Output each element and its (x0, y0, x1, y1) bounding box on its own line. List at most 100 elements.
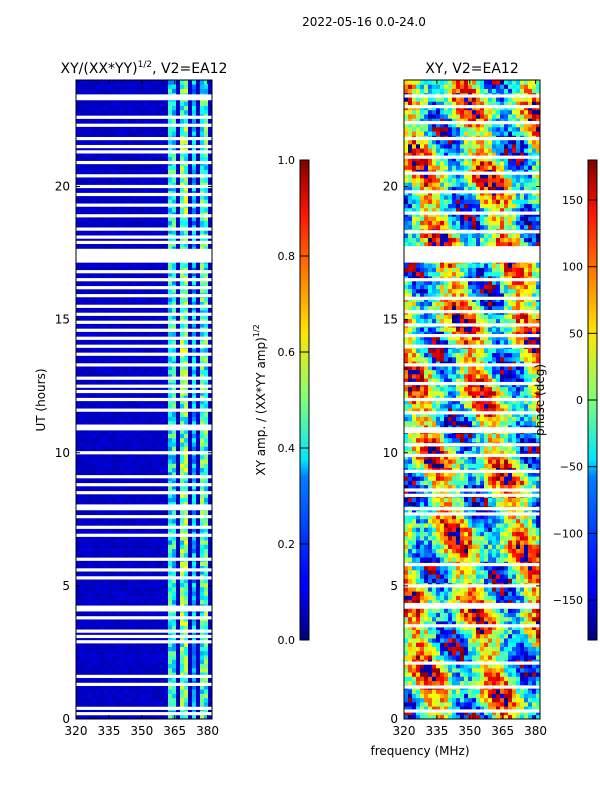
heatmap-cell (144, 544, 149, 549)
heatmap-cell (132, 565, 137, 571)
heatmap-cell (132, 348, 137, 354)
heatmap-cell (168, 297, 173, 302)
heatmap-cell (144, 207, 149, 213)
heatmap-cell (160, 156, 165, 162)
heatmap-cell (156, 216, 161, 221)
heatmap-cell (104, 165, 109, 170)
heatmap-cell (108, 169, 113, 175)
heatmap-cell (208, 667, 213, 673)
heatmap-cell (136, 552, 141, 558)
heatmap-cell (172, 459, 177, 464)
heatmap-cell (120, 280, 125, 285)
heatmap-cell (76, 365, 81, 371)
heatmap-cell (88, 655, 93, 660)
heatmap-cell (84, 263, 89, 268)
heatmap-cell (200, 484, 205, 490)
heatmap-cell (116, 416, 121, 422)
heatmap-cell (120, 224, 125, 230)
heatmap-cell (84, 348, 89, 354)
heatmap-cell (160, 131, 165, 136)
heatmap-cell (108, 246, 113, 251)
heatmap-cell (188, 544, 193, 549)
heatmap-cell (116, 689, 121, 694)
heatmap-cell (128, 476, 133, 481)
heatmap-cell (184, 365, 189, 371)
heatmap-cell (184, 109, 189, 115)
heatmap-cell (104, 207, 109, 213)
heatmap-cell (140, 182, 145, 187)
heatmap-cell (136, 156, 141, 162)
heatmap-cell (112, 152, 117, 158)
heatmap-cell (172, 348, 177, 354)
heatmap-cell (156, 476, 161, 481)
heatmap-cell (136, 105, 141, 111)
heatmap-cell (80, 510, 85, 515)
heatmap-cell (152, 442, 157, 447)
heatmap-cell (116, 471, 121, 477)
heatmap-cell (88, 433, 93, 439)
heatmap-cell (148, 390, 153, 396)
heatmap-cell (160, 297, 165, 302)
heatmap-cell (108, 548, 113, 554)
heatmap-cell (132, 650, 137, 656)
heatmap-cell (104, 220, 109, 226)
heatmap-cell (184, 356, 189, 362)
heatmap-cell (92, 169, 97, 175)
heatmap-cell (200, 169, 205, 175)
heatmap-cell (160, 582, 165, 588)
heatmap-cell (172, 586, 177, 592)
heatmap-cell (128, 663, 133, 669)
heatmap-cell (136, 493, 141, 498)
heatmap-cell (144, 331, 149, 336)
heatmap-cell (132, 126, 137, 132)
heatmap-cell (84, 246, 89, 251)
heatmap-cell (120, 229, 125, 234)
heatmap-cell (200, 480, 205, 486)
heatmap-cell (168, 177, 173, 183)
heatmap-cell (100, 442, 105, 447)
heatmap-cell (208, 301, 213, 307)
heatmap-cell (92, 118, 97, 123)
heatmap-cell (196, 331, 201, 336)
heatmap-cell (176, 578, 181, 584)
heatmap-cell (172, 595, 177, 601)
heatmap-cell (152, 676, 157, 682)
heatmap-cell (112, 523, 117, 528)
heatmap-cell (104, 373, 109, 379)
heatmap-cell (76, 523, 81, 528)
heatmap-cell (96, 527, 101, 532)
heatmap-cell (144, 109, 149, 115)
heatmap-cell (144, 527, 149, 532)
heatmap-cell (184, 672, 189, 677)
heatmap-cell (196, 403, 201, 409)
heatmap-cell (156, 220, 161, 226)
heatmap-cell (160, 216, 165, 221)
heatmap-cell (160, 339, 165, 345)
heatmap-cell (204, 429, 209, 434)
heatmap-cell (112, 642, 117, 647)
heatmap-cell (200, 659, 205, 665)
heatmap-cell (200, 471, 205, 477)
heatmap-cell (88, 177, 93, 183)
heatmap-cell (208, 165, 213, 170)
heatmap-cell (80, 186, 85, 192)
heatmap-cell (88, 403, 93, 409)
heatmap-cell (160, 480, 165, 486)
heatmap-cell (80, 305, 85, 311)
heatmap-cell (196, 271, 201, 277)
heatmap-cell (148, 442, 153, 447)
heatmap-cell (208, 480, 213, 486)
heatmap-cell (140, 701, 145, 707)
heatmap-cell (192, 561, 197, 567)
heatmap-cell (136, 220, 141, 226)
heatmap-cell (192, 207, 197, 213)
heatmap-cell (156, 263, 161, 268)
heatmap-cell (80, 271, 85, 277)
heatmap-cell (104, 437, 109, 443)
heatmap-cell (112, 348, 117, 354)
heatmap-cell (152, 152, 157, 158)
heatmap-cell (96, 599, 101, 605)
heatmap-cell (164, 582, 169, 588)
heatmap-cell (96, 659, 101, 665)
heatmap-cell (144, 582, 149, 588)
